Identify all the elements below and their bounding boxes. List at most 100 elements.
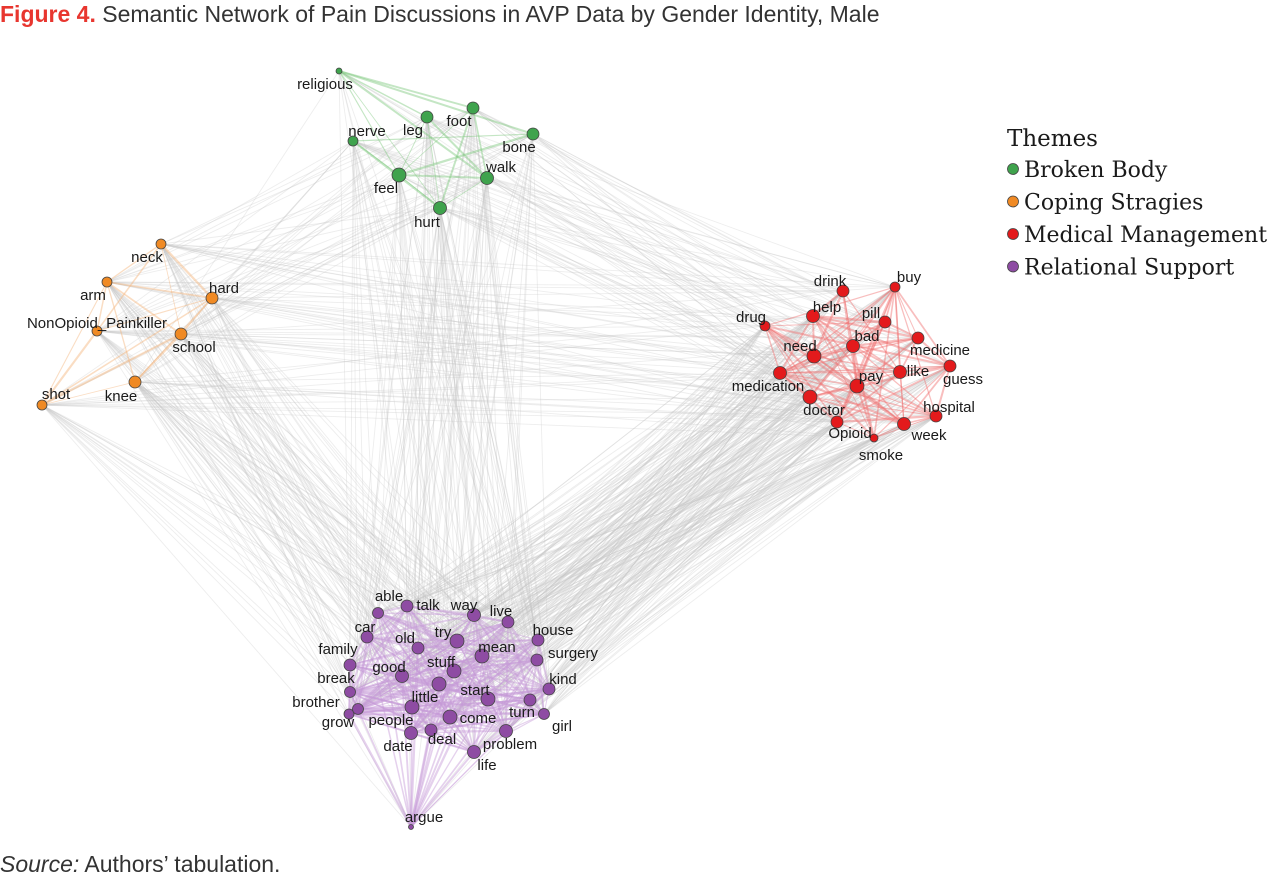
cross-edge [41, 404, 838, 423]
cross-edge [96, 330, 455, 672]
cross-edge [211, 297, 539, 641]
node-label-problem: problem [483, 736, 537, 753]
cross-edge [211, 297, 489, 700]
cross-edge [473, 371, 901, 616]
cross-edge [338, 70, 858, 387]
cross-edge [352, 140, 359, 710]
cross-edge [406, 286, 896, 607]
cross-edge [449, 423, 905, 718]
cross-edge [543, 355, 815, 715]
cross-edge [473, 345, 854, 616]
theme-edge [349, 691, 432, 731]
cross-edge [481, 290, 844, 657]
node-guess [943, 359, 957, 373]
cross-edge [134, 381, 408, 607]
cross-edge [410, 437, 875, 734]
cross-edge [426, 116, 550, 690]
theme-edge [852, 336, 919, 348]
node-stuff [446, 663, 462, 679]
theme-edge [377, 612, 531, 701]
theme-edge [410, 655, 483, 828]
theme-edge [852, 345, 937, 417]
cross-edge [211, 140, 354, 299]
cross-edge [430, 415, 937, 731]
node-hard [205, 291, 219, 305]
theme-edge [449, 639, 539, 718]
cross-edge [134, 381, 475, 753]
theme-edge [430, 729, 507, 732]
cross-edge [96, 330, 919, 339]
theme-edge [506, 621, 532, 701]
cross-edge [472, 107, 951, 367]
theme-edge [505, 621, 509, 732]
theme-edge [438, 640, 458, 685]
theme-edge [411, 658, 538, 709]
theme-edge [536, 639, 551, 690]
cross-edge [134, 381, 351, 666]
cross-edge [134, 381, 475, 616]
cross-edge [473, 421, 838, 616]
cross-edge [106, 281, 838, 423]
node-label-like: like [907, 363, 930, 380]
theme-edge [401, 674, 545, 716]
cross-edge [349, 385, 858, 693]
cross-edge [160, 243, 919, 339]
node-label-bone: bone [502, 139, 535, 156]
theme-edge [410, 716, 451, 828]
cross-edge [472, 107, 538, 661]
cross-edge [41, 365, 951, 406]
theme-edge [406, 605, 451, 718]
theme-edge [449, 699, 531, 718]
cross-edge [41, 404, 458, 642]
node-label-kind: kind [549, 671, 577, 688]
cross-edge [410, 177, 488, 828]
cross-edge [96, 330, 905, 425]
cross-edge [366, 385, 858, 638]
theme-edge [357, 708, 451, 718]
theme-edge [41, 297, 213, 406]
cross-edge [426, 116, 951, 367]
theme-edge [472, 614, 508, 732]
node-label-family: family [318, 641, 358, 658]
cross-edge [211, 177, 488, 299]
theme-edge [852, 345, 901, 373]
node-label-stuff: stuff [427, 654, 456, 671]
cross-edge [160, 243, 408, 607]
theme-edge [357, 699, 531, 710]
theme-edge [401, 675, 412, 828]
node-knee [128, 375, 142, 389]
node-label-able: able [375, 588, 403, 605]
theme-edge [410, 670, 455, 734]
theme-edge [349, 655, 483, 693]
cross-edge [134, 140, 354, 383]
cross-edge [41, 404, 875, 439]
cross-edge [438, 437, 875, 685]
cross-edge [439, 207, 507, 732]
theme-edge [417, 614, 475, 649]
cross-edge [349, 315, 814, 693]
cross-edge [160, 243, 937, 417]
node-start [480, 691, 496, 707]
cross-edge [134, 381, 550, 690]
cross-edge [366, 325, 766, 638]
cross-edge [472, 107, 545, 715]
node-label-hurt: hurt [414, 214, 441, 231]
cross-edge [411, 116, 428, 708]
cross-edge [134, 381, 403, 677]
theme-edge [349, 639, 539, 693]
cross-edge [439, 207, 781, 374]
cross-edge [180, 333, 403, 677]
cross-edge [180, 333, 483, 657]
cross-edge [411, 437, 875, 708]
theme-edge [487, 688, 550, 700]
cross-edge [352, 140, 475, 753]
theme-edge [410, 751, 475, 828]
node-label-smoke: smoke [859, 447, 903, 464]
cross-edge [366, 315, 814, 638]
cross-edge [411, 133, 534, 708]
cross-edge [377, 315, 814, 614]
theme-edge [813, 355, 858, 387]
theme-edge [348, 664, 360, 710]
cross-edge [398, 174, 419, 649]
cross-edge [180, 333, 919, 339]
